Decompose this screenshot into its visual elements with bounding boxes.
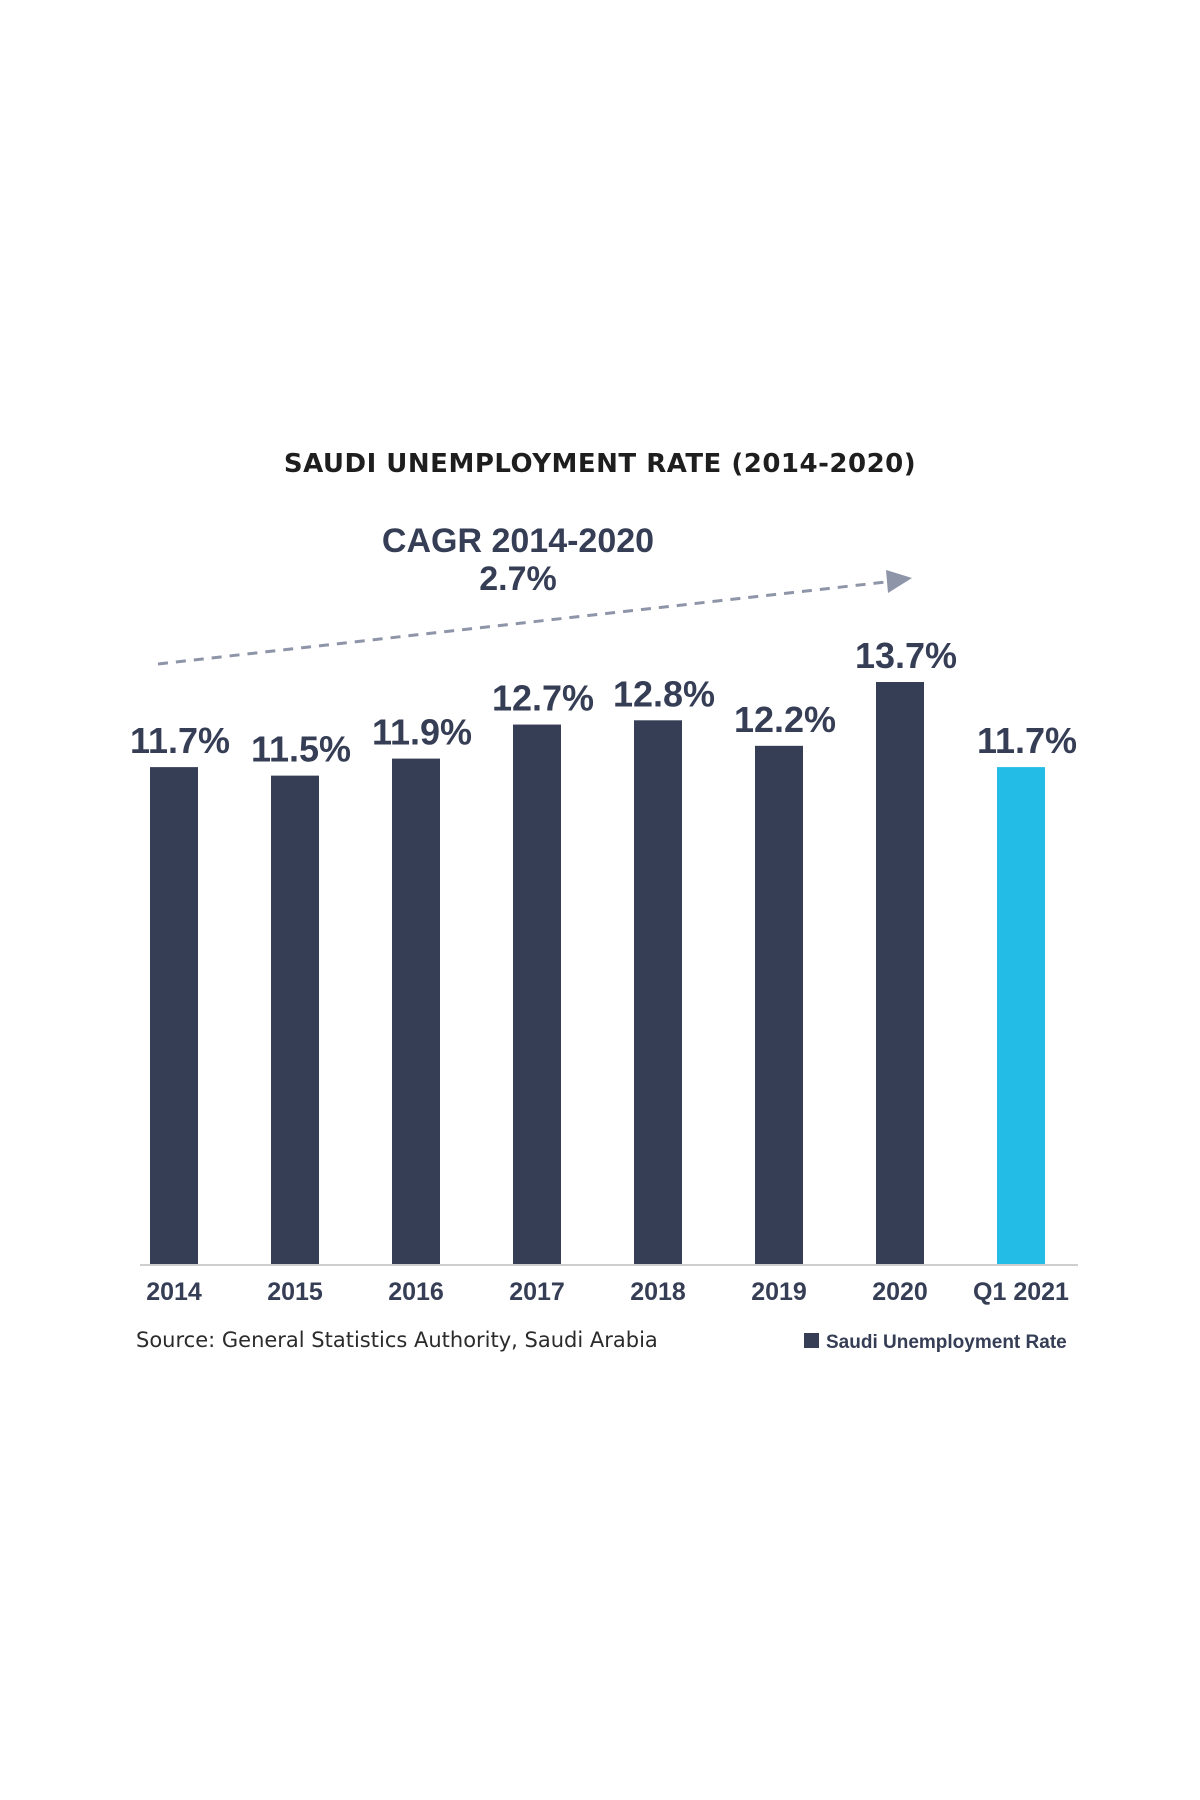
bar-2017	[513, 724, 561, 1265]
x-tick-label-2019: 2019	[751, 1278, 807, 1306]
value-label-2020: 13.7%	[855, 635, 957, 676]
cagr-trend-line	[157, 580, 887, 666]
value-label-2018: 12.8%	[613, 673, 715, 714]
legend: Saudi Unemployment Rate	[804, 1332, 1067, 1353]
value-label-2016: 11.9%	[372, 712, 472, 753]
bars-group	[150, 682, 1045, 1265]
x-tick-label-2018: 2018	[630, 1278, 686, 1306]
legend-label: Saudi Unemployment Rate	[826, 1332, 1067, 1353]
bar-2018	[634, 720, 682, 1265]
cagr-trend-arrow	[157, 570, 912, 666]
bar-q1-2021	[997, 767, 1045, 1265]
legend-swatch	[804, 1333, 819, 1348]
source-note: Source: General Statistics Authority, Sa…	[136, 1328, 658, 1352]
value-label-2019: 12.2%	[734, 699, 836, 740]
x-tick-label-q1-2021: Q1 2021	[973, 1278, 1069, 1306]
cagr-annotation-line2: 2.7%	[479, 560, 557, 598]
cagr-trend-arrowhead	[886, 570, 912, 593]
cagr-annotation-line1: CAGR 2014-2020	[382, 522, 654, 560]
value-label-2017: 12.7%	[492, 678, 594, 719]
x-tick-label-2017: 2017	[509, 1278, 565, 1306]
bar-2015	[271, 775, 319, 1265]
value-label-2014: 11.7%	[130, 720, 230, 761]
value-label-q1-2021: 11.7%	[977, 720, 1077, 761]
bar-2019	[755, 745, 803, 1265]
x-tick-label-2015: 2015	[267, 1278, 323, 1306]
x-tick-label-2020: 2020	[872, 1278, 928, 1306]
value-labels-group: 11.7% 11.5% 11.9% 12.7% 12.8% 12.2% 13.7% 11.7%	[130, 635, 1077, 770]
x-tick-label-2016: 2016	[388, 1278, 444, 1306]
value-label-2015: 11.5%	[251, 729, 351, 770]
bar-2016	[392, 758, 440, 1265]
chart-title: SAUDI UNEMPLOYMENT RATE (2014-2020)	[284, 449, 916, 479]
bar-2014	[150, 767, 198, 1265]
bar-2020	[876, 682, 924, 1265]
x-tick-label-2014: 2014	[146, 1278, 202, 1306]
x-tick-labels-group: 2014 2015 2016 2017 2018 2019 2020 Q1 2021	[146, 1278, 1069, 1306]
